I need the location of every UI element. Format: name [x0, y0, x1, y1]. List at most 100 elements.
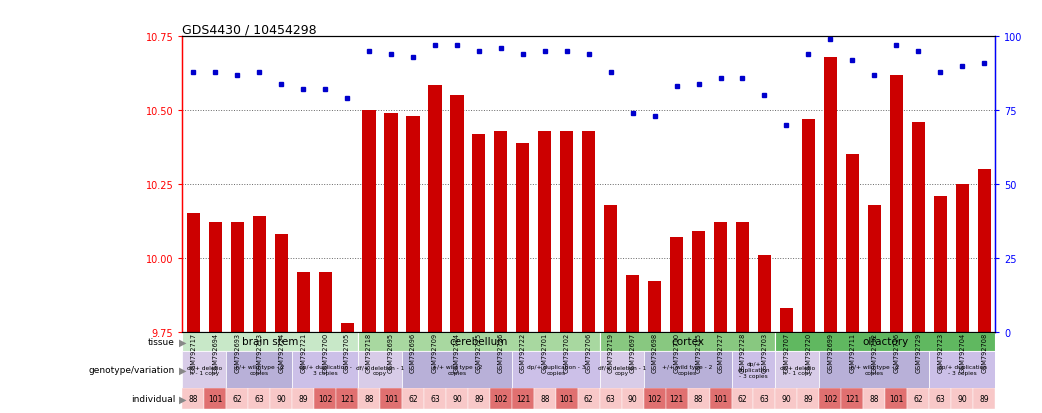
Bar — [736, 223, 749, 332]
Bar — [380, 388, 402, 409]
Bar — [819, 351, 929, 388]
Text: +/+ wild type - 2
copies: +/+ wild type - 2 copies — [849, 364, 899, 375]
Text: GSM792711: GSM792711 — [849, 332, 855, 372]
Bar — [600, 332, 775, 351]
Text: GSM792696: GSM792696 — [410, 332, 416, 372]
Text: 62: 62 — [584, 394, 594, 403]
Text: GSM792706: GSM792706 — [586, 332, 592, 372]
Bar — [428, 86, 442, 332]
Text: 62: 62 — [232, 394, 242, 403]
Bar — [644, 388, 666, 409]
Bar — [182, 351, 226, 388]
Text: GSM792724: GSM792724 — [278, 332, 284, 372]
Bar — [868, 205, 880, 332]
Text: GSM792722: GSM792722 — [520, 332, 526, 372]
Bar — [472, 134, 486, 332]
Text: GSM792726: GSM792726 — [498, 332, 504, 372]
Text: GSM792699: GSM792699 — [827, 332, 834, 372]
Text: GSM792698: GSM792698 — [651, 332, 658, 372]
Text: 102: 102 — [494, 394, 508, 403]
Text: +/+ wild type - 2
copies: +/+ wild type - 2 copies — [431, 364, 482, 375]
Bar — [226, 388, 248, 409]
Text: GSM792728: GSM792728 — [740, 332, 745, 372]
Text: GSM792713: GSM792713 — [256, 332, 263, 372]
Text: GSM792708: GSM792708 — [982, 332, 987, 372]
Bar — [670, 237, 684, 332]
Text: tissue: tissue — [148, 337, 175, 346]
Text: 62: 62 — [914, 394, 923, 403]
Text: GSM792719: GSM792719 — [607, 332, 614, 372]
Bar — [292, 351, 358, 388]
Text: GSM792725: GSM792725 — [476, 332, 481, 372]
Bar — [846, 155, 859, 332]
Bar — [516, 143, 529, 332]
Text: 63: 63 — [254, 394, 264, 403]
Bar — [446, 388, 468, 409]
Bar — [731, 351, 775, 388]
Bar — [182, 332, 358, 351]
Bar — [775, 332, 995, 351]
Text: df/+ deletion - 1
copy: df/+ deletion - 1 copy — [597, 364, 646, 375]
Bar — [604, 205, 617, 332]
Bar — [779, 308, 793, 332]
Text: 88: 88 — [869, 394, 879, 403]
Text: ▶: ▶ — [179, 337, 187, 347]
Text: 88: 88 — [540, 394, 549, 403]
Text: 89: 89 — [298, 394, 308, 403]
Text: GSM792717: GSM792717 — [191, 332, 196, 372]
Bar — [358, 332, 600, 351]
Bar — [731, 388, 753, 409]
Text: 90: 90 — [958, 394, 967, 403]
Text: GSM792695: GSM792695 — [388, 332, 394, 372]
Text: 101: 101 — [383, 394, 398, 403]
Text: GSM792716: GSM792716 — [893, 332, 899, 372]
Text: GSM792727: GSM792727 — [718, 332, 723, 372]
Bar — [424, 388, 446, 409]
Text: brain stem: brain stem — [242, 337, 298, 347]
Text: 102: 102 — [823, 394, 838, 403]
Bar — [648, 282, 662, 332]
Text: GSM792718: GSM792718 — [366, 332, 372, 372]
Bar — [841, 388, 864, 409]
Bar — [951, 388, 973, 409]
Bar — [688, 388, 710, 409]
Text: dp/+ duplication
- 3 copies: dp/+ duplication - 3 copies — [938, 364, 987, 375]
Text: 101: 101 — [208, 394, 223, 403]
Bar — [692, 232, 705, 332]
Text: GSM792704: GSM792704 — [959, 332, 965, 372]
Bar — [577, 388, 600, 409]
Bar — [908, 388, 929, 409]
Text: GSM792697: GSM792697 — [629, 332, 636, 372]
Bar — [710, 388, 731, 409]
Text: 89: 89 — [474, 394, 483, 403]
Text: GSM792700: GSM792700 — [322, 332, 328, 372]
Bar — [314, 388, 337, 409]
Text: dp/+ duplication -
3 copies: dp/+ duplication - 3 copies — [299, 364, 351, 375]
Bar — [270, 388, 292, 409]
Bar — [666, 388, 688, 409]
Bar — [977, 170, 991, 332]
Bar — [490, 388, 512, 409]
Text: GSM792715: GSM792715 — [696, 332, 701, 372]
Bar — [204, 388, 226, 409]
Text: GSM792710: GSM792710 — [673, 332, 679, 372]
Bar — [890, 76, 902, 332]
Text: GSM792712: GSM792712 — [871, 332, 877, 372]
Text: cortex: cortex — [671, 337, 704, 347]
Bar — [208, 223, 222, 332]
Bar — [402, 351, 512, 388]
Bar — [406, 117, 420, 332]
Text: df/+ deletion - 1
copy: df/+ deletion - 1 copy — [356, 364, 404, 375]
Text: 121: 121 — [845, 394, 860, 403]
Text: 89: 89 — [803, 394, 813, 403]
Text: 63: 63 — [936, 394, 945, 403]
Bar — [819, 388, 841, 409]
Text: 101: 101 — [560, 394, 574, 403]
Bar — [384, 114, 398, 332]
Bar — [626, 276, 639, 332]
Text: 63: 63 — [605, 394, 616, 403]
Text: 102: 102 — [647, 394, 662, 403]
Bar — [275, 235, 288, 332]
Bar — [973, 388, 995, 409]
Bar — [341, 323, 353, 332]
